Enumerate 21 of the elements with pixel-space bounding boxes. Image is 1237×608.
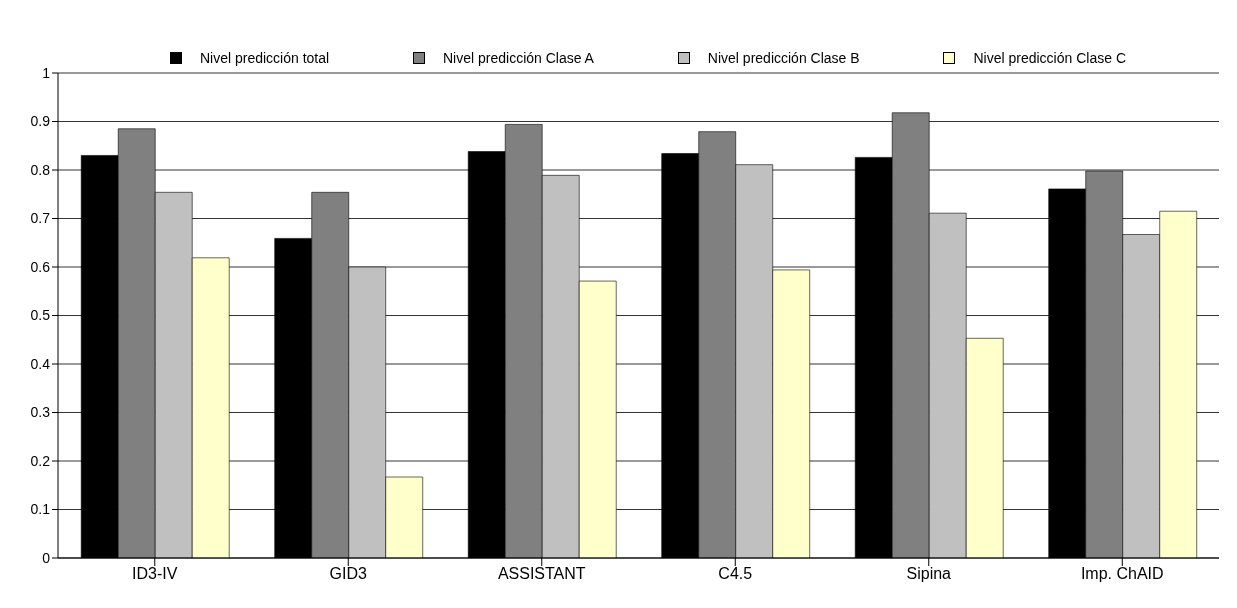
- legend-label: Nivel predicción Clase B: [707, 50, 860, 66]
- y-tick-label: 0.2: [30, 452, 51, 469]
- y-tick-label: 0.1: [30, 501, 51, 518]
- y-tick-label: 0: [42, 549, 51, 566]
- x-tick-label: ID3-IV: [132, 565, 178, 583]
- y-tick-label: 0.9: [30, 113, 51, 130]
- x-tick-label: C4.5: [718, 565, 753, 583]
- y-tick-label: 0.6: [30, 258, 51, 275]
- y-tick-label: 0.8: [30, 161, 51, 178]
- x-tick-label: Sipina: [906, 565, 952, 583]
- legend-label: Nivel predicción total: [199, 50, 330, 66]
- y-tick-label: 0.5: [30, 307, 51, 324]
- x-tick-label: ASSISTANT: [497, 565, 586, 583]
- x-tick-label: Imp. ChAID: [1080, 565, 1164, 583]
- x-tick-label: GID3: [329, 565, 368, 583]
- y-tick-label: 0.4: [30, 355, 51, 372]
- legend-label: Nivel predicción Clase C: [973, 50, 1126, 66]
- legend-label: Nivel predicción Clase A: [443, 50, 594, 66]
- y-tick-label: 1: [42, 64, 51, 81]
- y-tick-label: 0.7: [30, 210, 51, 227]
- y-tick-label: 0.3: [30, 404, 51, 421]
